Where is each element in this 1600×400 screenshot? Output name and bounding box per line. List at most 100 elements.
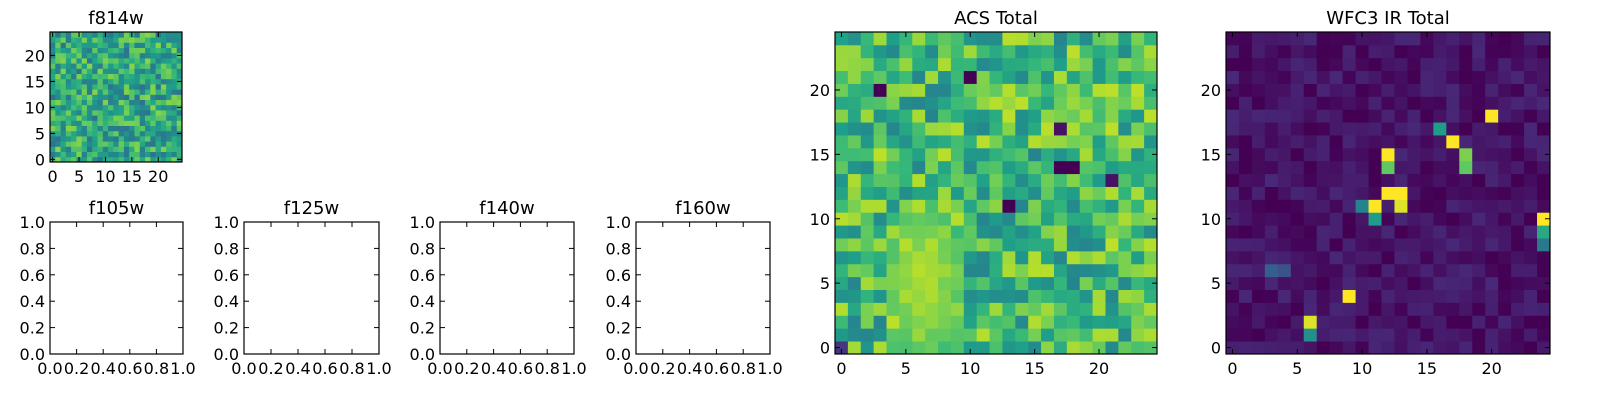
- heatmap-cell: [886, 96, 900, 110]
- heatmap-cell: [123, 68, 130, 74]
- heatmap-cell: [899, 341, 913, 355]
- heatmap-cell: [912, 70, 926, 84]
- y-tick-label: 1.0: [606, 213, 631, 232]
- heatmap-cell: [1368, 302, 1382, 316]
- heatmap-cell: [860, 238, 875, 252]
- heatmap-cell: [65, 68, 72, 74]
- heatmap-cell: [1446, 199, 1460, 213]
- heatmap-cell: [899, 70, 913, 84]
- heatmap-cell: [108, 52, 114, 59]
- y-tick-label: 5: [1211, 274, 1221, 293]
- heatmap-cell: [160, 78, 167, 85]
- heatmap-cell: [989, 32, 1003, 46]
- heatmap-cell: [1368, 173, 1382, 187]
- heatmap-cell: [1524, 199, 1538, 213]
- heatmap-cell: [925, 57, 939, 72]
- heatmap-cell: [860, 57, 875, 72]
- heatmap-cell: [176, 146, 183, 152]
- heatmap-cell: [1105, 70, 1119, 84]
- heatmap-cell: [1355, 250, 1369, 265]
- heatmap-cell: [60, 37, 67, 43]
- heatmap-cell: [160, 52, 167, 59]
- heatmap-cell: [835, 328, 849, 342]
- heatmap-cell: [1498, 315, 1512, 329]
- heatmap-cell: [176, 125, 183, 132]
- heatmap-cell: [97, 130, 104, 137]
- heatmap-cell: [1041, 173, 1055, 187]
- heatmap-cell: [65, 84, 72, 90]
- heatmap-cell: [950, 173, 965, 187]
- heatmap-cell: [129, 151, 135, 158]
- heatmap-cell: [1407, 263, 1421, 278]
- heatmap-cell: [113, 63, 120, 69]
- heatmap-cell: [1264, 341, 1279, 355]
- heatmap-cell: [1131, 147, 1145, 162]
- heatmap-cell: [1329, 135, 1344, 149]
- heatmap-cell: [134, 42, 141, 48]
- heatmap-cell: [1433, 109, 1447, 123]
- heatmap-cell: [1251, 302, 1266, 316]
- heatmap-cell: [1303, 341, 1318, 355]
- heatmap-cell: [976, 186, 990, 200]
- heatmap-cell: [873, 83, 887, 97]
- heatmap-cell: [1498, 32, 1512, 46]
- heatmap-cell: [938, 160, 952, 175]
- heatmap-cell: [835, 160, 849, 175]
- heatmap-cell: [50, 63, 56, 69]
- heatmap-cell: [60, 125, 67, 132]
- heatmap-cell: [860, 250, 875, 265]
- heatmap-cell: [1355, 263, 1369, 278]
- heatmap-cell: [1316, 289, 1331, 303]
- heatmap-cell: [1277, 173, 1292, 187]
- heatmap-cell: [950, 302, 965, 316]
- heatmap-cell: [1226, 250, 1240, 265]
- heatmap-cell: [873, 173, 887, 187]
- heatmap-cell: [65, 141, 72, 147]
- heatmap-cell: [912, 32, 926, 46]
- heatmap-cell: [886, 109, 900, 123]
- heatmap-cell: [1290, 302, 1305, 316]
- heatmap-cell: [97, 141, 104, 147]
- heatmap-cell: [150, 68, 156, 74]
- heatmap-cell: [1394, 263, 1408, 278]
- heatmap-cell: [873, 147, 887, 162]
- heatmap-cell: [1381, 225, 1395, 239]
- heatmap-cell: [835, 173, 849, 187]
- heatmap-cell: [97, 68, 104, 74]
- heatmap-cell: [1459, 263, 1473, 278]
- heatmap-cell: [113, 42, 120, 48]
- heatmap-cell: [171, 115, 178, 121]
- heatmap-cell: [1028, 186, 1042, 200]
- heatmap-cell: [1053, 225, 1068, 239]
- heatmap-cell: [108, 120, 114, 126]
- heatmap-cell: [81, 58, 88, 64]
- heatmap-cell: [860, 70, 875, 84]
- heatmap-cell: [97, 37, 104, 43]
- heatmap-cell: [176, 141, 183, 147]
- heatmap-cell: [1053, 250, 1068, 265]
- heatmap-cell: [139, 37, 146, 43]
- heatmap-cell: [1511, 109, 1525, 123]
- heatmap-cell: [1079, 147, 1093, 162]
- heatmap-cell: [1118, 44, 1132, 59]
- heatmap-cell: [835, 238, 849, 252]
- heatmap-cell: [1472, 122, 1486, 136]
- heatmap-cell: [145, 141, 151, 147]
- heatmap-cell: [97, 110, 104, 116]
- heatmap-cell: [123, 42, 130, 48]
- heatmap-cell: [1226, 341, 1240, 355]
- heatmap-cell: [1251, 276, 1266, 290]
- heatmap-cell: [1511, 328, 1525, 342]
- heatmap-cell: [176, 63, 183, 69]
- heatmap-cell: [86, 42, 93, 48]
- heatmap-cell: [1118, 186, 1132, 200]
- heatmap-cell: [102, 47, 109, 54]
- heatmap-cell: [71, 115, 77, 121]
- heatmap-cell: [1342, 186, 1356, 200]
- heatmap-cell: [108, 136, 114, 142]
- heatmap-cell: [938, 276, 952, 290]
- heatmap-cell: [71, 89, 77, 95]
- heatmap-cell: [1015, 250, 1029, 265]
- heatmap-cell: [912, 263, 926, 278]
